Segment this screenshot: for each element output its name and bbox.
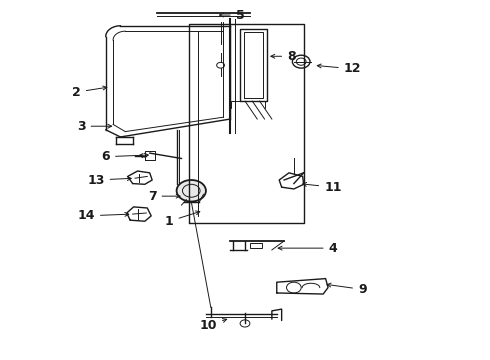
Text: 13: 13 — [87, 174, 131, 186]
Text: 10: 10 — [199, 319, 227, 332]
Text: 9: 9 — [327, 283, 367, 296]
Text: 7: 7 — [148, 190, 180, 203]
Text: 3: 3 — [77, 120, 112, 133]
Text: 12: 12 — [317, 62, 361, 75]
Text: 2: 2 — [72, 86, 107, 99]
Text: 5: 5 — [220, 9, 245, 22]
Text: 8: 8 — [271, 50, 296, 63]
Bar — [250, 243, 262, 248]
Circle shape — [176, 180, 206, 202]
Text: 14: 14 — [77, 210, 129, 222]
Text: 4: 4 — [278, 242, 337, 255]
Text: 11: 11 — [303, 181, 342, 194]
Text: 1: 1 — [165, 211, 200, 228]
Text: 6: 6 — [101, 150, 148, 163]
